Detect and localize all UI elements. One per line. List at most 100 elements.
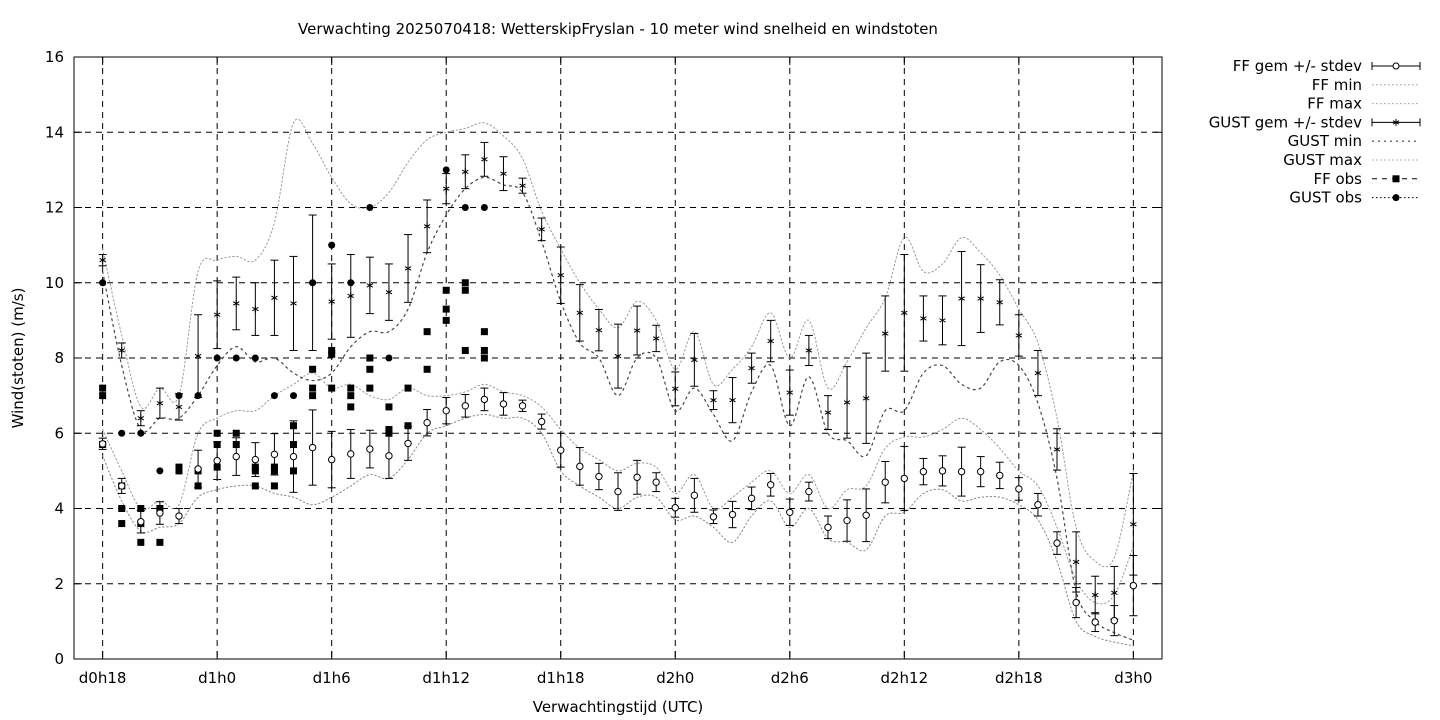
ff-obs-point	[366, 354, 374, 362]
legend-label: GUST max	[1283, 151, 1362, 169]
ff-mean-point	[499, 400, 508, 408]
gust-mean-point	[118, 346, 126, 354]
gust-mean-point	[1130, 520, 1137, 528]
ff-mean-point	[1053, 539, 1061, 547]
ff-mean-point	[805, 487, 813, 496]
legend-label: FF max	[1307, 95, 1362, 113]
ff-mean-point	[98, 440, 107, 448]
ff-obs-point	[137, 538, 145, 546]
ff-mean-point	[709, 513, 718, 521]
gust-mean-point	[1072, 558, 1080, 566]
x-tick-label: d1h0	[198, 669, 236, 687]
gust-mean-point	[194, 352, 202, 360]
legend-label: GUST obs	[1289, 189, 1362, 207]
ff-mean-point	[843, 516, 851, 525]
gust-mean-point	[939, 316, 946, 324]
ff-mean-point	[862, 511, 870, 519]
ff-obs-point	[232, 429, 240, 437]
x-tick-label: d1h18	[537, 669, 585, 687]
gust-mean-point	[213, 311, 221, 319]
ff-obs-point	[423, 365, 431, 373]
gust-mean-point	[290, 299, 297, 307]
x-tick-label: d2h0	[656, 669, 694, 687]
gust-obs-point	[137, 429, 145, 437]
gust-mean-point	[156, 399, 164, 407]
ff-mean-point	[213, 457, 221, 465]
ff-mean-point	[919, 467, 928, 476]
ff-obs-point	[442, 286, 450, 294]
ff-mean-point	[327, 455, 336, 464]
ff-obs-point	[404, 422, 412, 430]
y-tick-label: 4	[54, 500, 64, 518]
gust-mean-point	[385, 288, 393, 296]
ff-obs-point	[328, 384, 336, 392]
ff-mean-point	[557, 446, 565, 454]
ff-obs-point	[309, 365, 317, 373]
ff-min-curve	[102, 413, 1134, 647]
gust-mean-point	[99, 256, 106, 264]
ff-obs-point	[309, 384, 317, 392]
ff-mean-point	[156, 509, 164, 517]
ff-mean-point	[767, 481, 775, 489]
ff-mean-point	[786, 508, 794, 516]
ff-obs-point	[347, 403, 355, 411]
legend-marker-ff-obs	[1392, 175, 1400, 183]
grid-lines	[74, 57, 1162, 659]
ff-mean-point	[270, 450, 279, 459]
ff-obs-point	[480, 354, 488, 362]
ff-obs-point	[175, 463, 183, 471]
ff-obs-point	[461, 279, 469, 287]
gust-mean-point	[500, 170, 507, 178]
ff-obs-point	[118, 505, 126, 512]
ff-mean-point	[1091, 618, 1099, 626]
gust-mean-point	[652, 334, 660, 342]
ff-obs-point	[480, 346, 488, 354]
gust-mean-point	[576, 309, 584, 317]
y-tick-label: 2	[54, 575, 64, 593]
ff-obs-point	[385, 403, 393, 411]
ff-mean-point	[423, 419, 431, 427]
gust-mean-point	[271, 294, 278, 302]
gust-mean-point	[633, 327, 641, 335]
ff-mean-point	[614, 487, 622, 496]
gust-mean-point	[309, 279, 316, 287]
legend-label: FF min	[1312, 76, 1362, 94]
gust-mean-point	[881, 330, 889, 338]
y-tick-label: 12	[45, 199, 64, 217]
gust-mean-point	[462, 168, 469, 176]
gust-mean-point	[767, 337, 774, 345]
ff-obs-point	[270, 482, 278, 490]
gust-mean-point	[232, 299, 240, 307]
gust-mean-point	[442, 185, 450, 193]
ff-obs-point	[423, 328, 431, 336]
plot-frame	[73, 56, 1163, 660]
gust-mean-point	[1091, 591, 1099, 599]
gust-obs-point	[480, 204, 488, 211]
ff-mean-point	[595, 472, 603, 481]
x-tick-label: d0h18	[79, 669, 127, 687]
gust-mean-point	[920, 314, 927, 322]
ff-obs-point	[99, 384, 107, 392]
gust-min-curve	[102, 176, 1134, 641]
ff-mean-point	[404, 439, 412, 448]
gust-mean-point	[671, 385, 679, 393]
gust-obs-point	[366, 204, 374, 211]
ff-mean-point	[938, 467, 947, 475]
gust-mean-point	[843, 398, 851, 406]
gust-mean-point	[538, 225, 545, 233]
gust-obs-point	[251, 354, 259, 362]
gust-mean-point	[614, 352, 622, 360]
ff-mean-point	[1015, 485, 1023, 493]
gust-mean-point	[691, 356, 698, 364]
y-tick-label: 8	[54, 349, 64, 367]
gust-obs-point	[175, 467, 183, 475]
ff-obs-point	[118, 520, 126, 528]
ff-mean-point	[690, 491, 699, 500]
x-axis: d0h18 d1h0 d1h6 d1h12 d1h18 d2h0 d2h6 d2h12 d2h1…	[79, 57, 1152, 687]
ff-mean-point	[537, 417, 546, 426]
gust-obs-point	[290, 392, 298, 400]
ff-mean-point	[175, 512, 183, 520]
gust-mean-point	[1110, 589, 1118, 597]
